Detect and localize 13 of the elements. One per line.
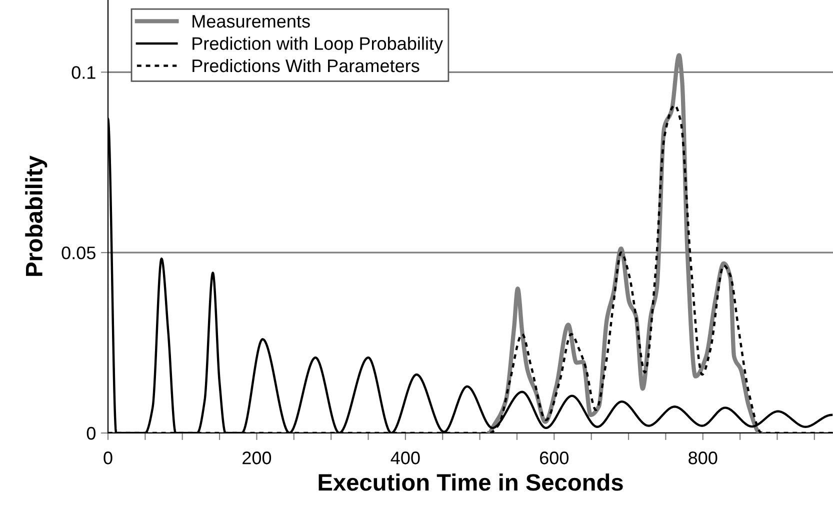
x-tick-label: 600 [540,452,569,464]
y-tick-label: 0 [86,426,96,440]
x-tick-label: 800 [688,452,718,464]
y-axis-title: Probability [25,156,48,276]
y-tick-label: 0.05 [62,246,96,260]
x-tick-label: 200 [242,452,272,464]
y-tick-label: 0.1 [72,66,96,79]
x-axis-title: Execution Time in Seconds [318,473,623,491]
legend-label: Measurements [192,15,310,28]
legend-label: Prediction with Loop Probability [192,36,443,54]
x-tick-label: 400 [390,452,420,464]
legend-label: Predictions With Parameters [192,58,420,72]
x-tick-label: 0 [104,452,112,464]
